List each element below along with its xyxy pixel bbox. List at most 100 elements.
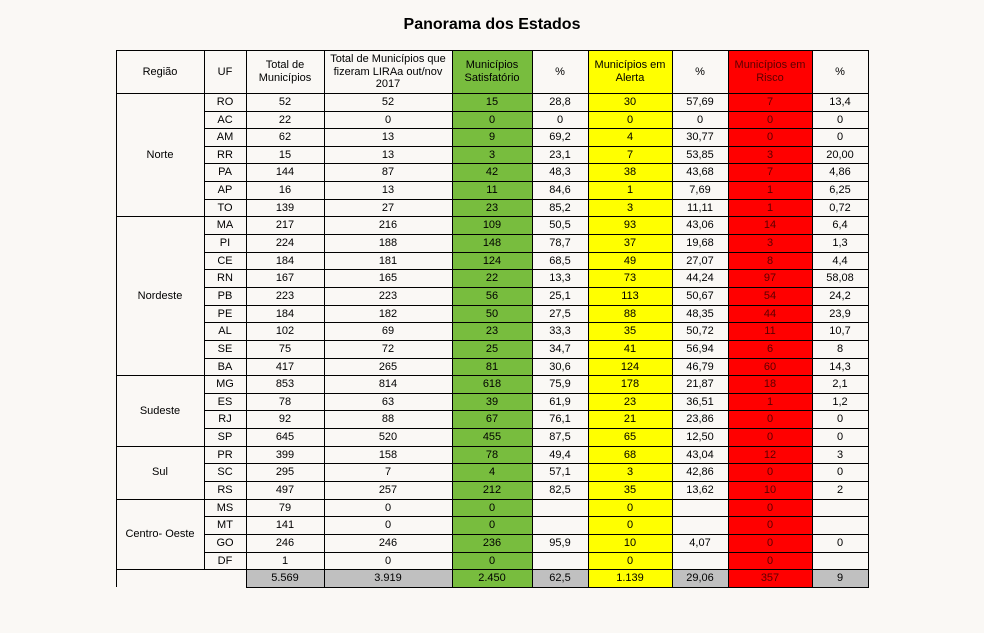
cell-satisf: 67 [452,411,532,429]
cell-risco: 3 [728,146,812,164]
table-row: AP16131184,617,6916,25 [116,182,868,200]
cell-risco: 54 [728,287,812,305]
cell-alerta: 178 [588,376,672,394]
table-row: RS49725721282,53513,62102 [116,482,868,500]
cell-pct-risco: 13,4 [812,93,868,111]
cell-alerta: 0 [588,499,672,517]
table-row: RJ92886776,12123,8600 [116,411,868,429]
cell-pct-alerta: 27,07 [672,252,728,270]
cell-pct-risco: 0,72 [812,199,868,217]
region-cell: Sul [116,446,204,499]
table-row: PB2232235625,111350,675424,2 [116,287,868,305]
cell-risco: 11 [728,323,812,341]
cell-satisf: 124 [452,252,532,270]
cell-total: 139 [246,199,324,217]
cell-uf: TO [204,199,246,217]
cell-alerta: 1 [588,182,672,200]
cell-pct-satisf: 0 [532,111,588,129]
cell-satisf: 42 [452,164,532,182]
table-row: SC2957457,1342,8600 [116,464,868,482]
cell-uf: RR [204,146,246,164]
cell-risco: 18 [728,376,812,394]
cell-pct-satisf: 84,6 [532,182,588,200]
cell-liraa: 0 [324,111,452,129]
cell-pct-risco: 6,25 [812,182,868,200]
cell-pct-risco: 0 [812,464,868,482]
cell-satisf: 50 [452,305,532,323]
cell-uf: BA [204,358,246,376]
cell-liraa: 0 [324,517,452,535]
th-alerta: Municípios em Alerta [588,51,672,94]
cell-pct-satisf: 82,5 [532,482,588,500]
cell-total: 224 [246,235,324,253]
cell-pct-satisf [532,517,588,535]
cell-pct-satisf: 76,1 [532,411,588,429]
table-header-row: Região UF Total de Municípios Total de M… [116,51,868,94]
cell-pct-alerta: 50,72 [672,323,728,341]
total-pct-alerta: 29,06 [672,570,728,588]
cell-pct-alerta: 11,11 [672,199,728,217]
cell-pct-alerta [672,517,728,535]
cell-alerta: 3 [588,464,672,482]
cell-liraa: 165 [324,270,452,288]
cell-pct-satisf: 33,3 [532,323,588,341]
total-pct-risco: 9 [812,570,868,588]
cell-satisf: 109 [452,217,532,235]
table-row: AC220000000 [116,111,868,129]
cell-total: 184 [246,305,324,323]
cell-alerta: 30 [588,93,672,111]
cell-alerta: 41 [588,340,672,358]
table-row: BA4172658130,612446,796014,3 [116,358,868,376]
cell-liraa: 72 [324,340,452,358]
cell-pct-risco: 10,7 [812,323,868,341]
cell-total: 645 [246,429,324,447]
cell-liraa: 88 [324,411,452,429]
cell-liraa: 814 [324,376,452,394]
cell-satisf: 0 [452,552,532,570]
cell-risco: 6 [728,340,812,358]
table-row: RN1671652213,37344,249758,08 [116,270,868,288]
cell-risco: 0 [728,411,812,429]
th-pct-risco: % [812,51,868,94]
cell-liraa: 181 [324,252,452,270]
cell-pct-satisf: 28,8 [532,93,588,111]
cell-pct-satisf: 23,1 [532,146,588,164]
cell-pct-alerta: 21,87 [672,376,728,394]
cell-liraa: 246 [324,534,452,552]
cell-liraa: 223 [324,287,452,305]
cell-risco: 10 [728,482,812,500]
cell-pct-alerta: 0 [672,111,728,129]
cell-total: 75 [246,340,324,358]
cell-pct-risco: 1,3 [812,235,868,253]
cell-pct-satisf: 50,5 [532,217,588,235]
cell-alerta: 49 [588,252,672,270]
cell-pct-risco: 0 [812,534,868,552]
cell-satisf: 4 [452,464,532,482]
cell-uf: PB [204,287,246,305]
cell-alerta: 0 [588,552,672,570]
total-alerta: 1.139 [588,570,672,588]
cell-total: 15 [246,146,324,164]
th-total: Total de Municípios [246,51,324,94]
cell-alerta: 35 [588,482,672,500]
cell-satisf: 78 [452,446,532,464]
cell-pct-satisf: 78,7 [532,235,588,253]
region-cell: Nordeste [116,217,204,376]
cell-satisf: 25 [452,340,532,358]
table-row: RR1513323,1753,85320,00 [116,146,868,164]
cell-uf: AP [204,182,246,200]
cell-satisf: 56 [452,287,532,305]
cell-satisf: 0 [452,111,532,129]
cell-uf: PE [204,305,246,323]
cell-pct-risco: 14,3 [812,358,868,376]
cell-pct-satisf [532,499,588,517]
cell-satisf: 11 [452,182,532,200]
cell-risco: 1 [728,182,812,200]
table-row: AM6213969,2430,7700 [116,129,868,147]
cell-total: 102 [246,323,324,341]
cell-risco: 0 [728,499,812,517]
cell-pct-satisf: 27,5 [532,305,588,323]
cell-satisf: 148 [452,235,532,253]
cell-pct-alerta: 4,07 [672,534,728,552]
cell-pct-risco: 2 [812,482,868,500]
